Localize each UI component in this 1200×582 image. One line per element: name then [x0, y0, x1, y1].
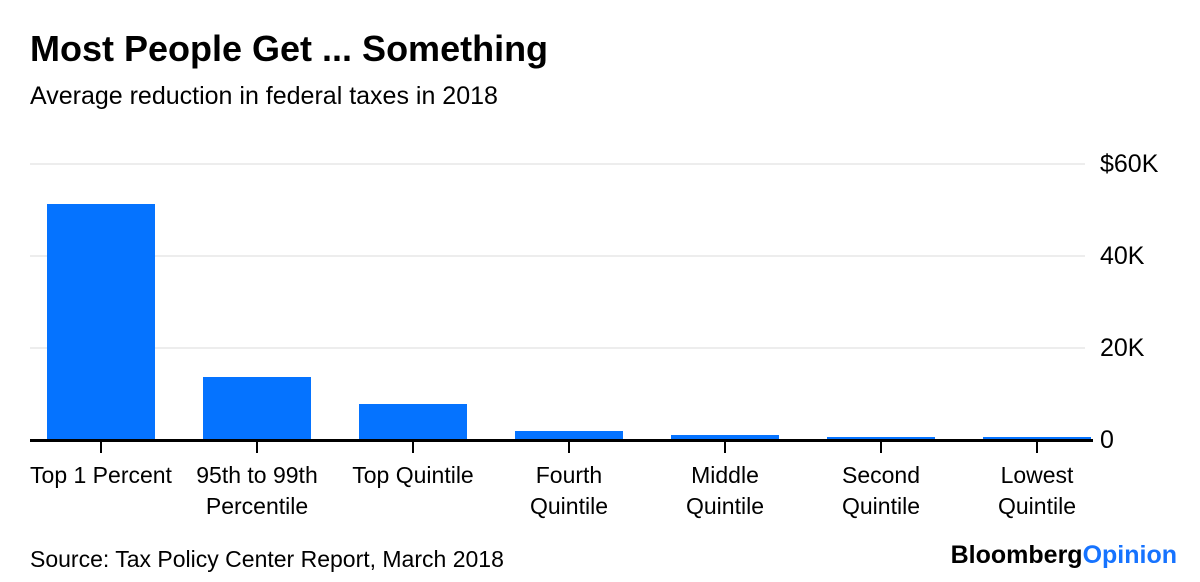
x-tick-label: 95th to 99th Percentile — [196, 462, 318, 519]
x-tick-label: Top Quintile — [352, 462, 474, 488]
x-tick-mark — [256, 439, 258, 453]
x-tick-mark — [724, 439, 726, 453]
x-tick-label: Second Quintile — [841, 462, 920, 519]
brand-bloomberg: Bloomberg — [950, 541, 1083, 569]
chart-title: Most People Get ... Something — [30, 28, 549, 69]
brand-opinion: Opinion — [1082, 541, 1177, 569]
brand-logo: BloombergOpinion — [951, 541, 1177, 570]
bar — [515, 431, 623, 442]
bar — [671, 435, 779, 442]
x-tick-mark — [1036, 439, 1038, 453]
x-tick-label: Lowest Quintile — [998, 462, 1076, 519]
plot-area — [30, 163, 1093, 453]
bar — [47, 204, 155, 442]
gridline — [30, 255, 1085, 257]
x-tick-mark — [100, 439, 102, 453]
x-tick-mark — [412, 439, 414, 453]
x-tick-mark — [880, 439, 882, 453]
source-note: Source: Tax Policy Center Report, March … — [30, 546, 504, 572]
bar — [359, 404, 467, 442]
gridline — [30, 347, 1085, 349]
y-tick-label: 40K — [1100, 242, 1145, 270]
y-tick-label: 0 — [1100, 426, 1114, 454]
gridline — [30, 163, 1085, 165]
x-tick-label: Fourth Quintile — [530, 462, 608, 519]
chart-subtitle: Average reduction in federal taxes in 20… — [30, 82, 498, 110]
bar — [203, 377, 311, 442]
y-tick-label: 20K — [1100, 334, 1145, 362]
x-tick-label: Top 1 Percent — [30, 462, 172, 488]
x-tick-mark — [568, 439, 570, 453]
x-axis-line — [30, 439, 1093, 442]
x-tick-label: Middle Quintile — [686, 462, 764, 519]
y-tick-label: $60K — [1100, 150, 1159, 178]
